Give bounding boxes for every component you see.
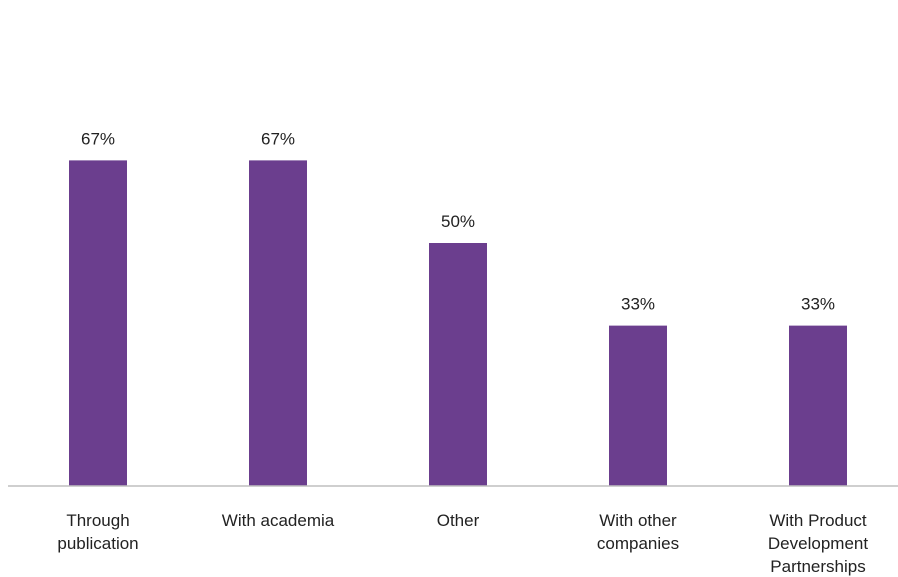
category-label-4-line-1: Development: [768, 534, 868, 553]
bar-3: [609, 325, 667, 486]
category-label-4-line-2: Partnerships: [770, 557, 865, 576]
value-label-3: 33%: [621, 295, 655, 314]
bar-4: [789, 325, 847, 486]
category-labels-group: Through publication With academia Other With…: [57, 511, 868, 576]
value-labels-group: 67% 67% 50% 33% 33%: [81, 129, 835, 313]
value-label-2: 50%: [441, 212, 475, 231]
category-label-1: With academia: [222, 511, 335, 530]
category-label-4-line-0: With Product: [769, 511, 867, 530]
category-label-2-line-0: Other: [437, 511, 480, 530]
value-label-1: 67%: [261, 129, 295, 148]
category-label-0-line-1: publication: [57, 534, 138, 553]
bar-2: [429, 243, 487, 486]
category-label-0: Through publication: [57, 511, 138, 553]
category-label-1-line-0: With academia: [222, 511, 335, 530]
bar-0: [69, 160, 127, 486]
category-label-3: With other companies: [597, 511, 679, 553]
bars-group: [69, 160, 847, 486]
category-label-4: With Product Development Partnerships: [768, 511, 868, 576]
value-label-0: 67%: [81, 129, 115, 148]
category-label-0-line-0: Through: [66, 511, 129, 530]
category-label-3-line-1: companies: [597, 534, 679, 553]
value-label-4: 33%: [801, 295, 835, 314]
category-label-3-line-0: With other: [599, 511, 677, 530]
category-label-2: Other: [437, 511, 480, 530]
bar-1: [249, 160, 307, 486]
